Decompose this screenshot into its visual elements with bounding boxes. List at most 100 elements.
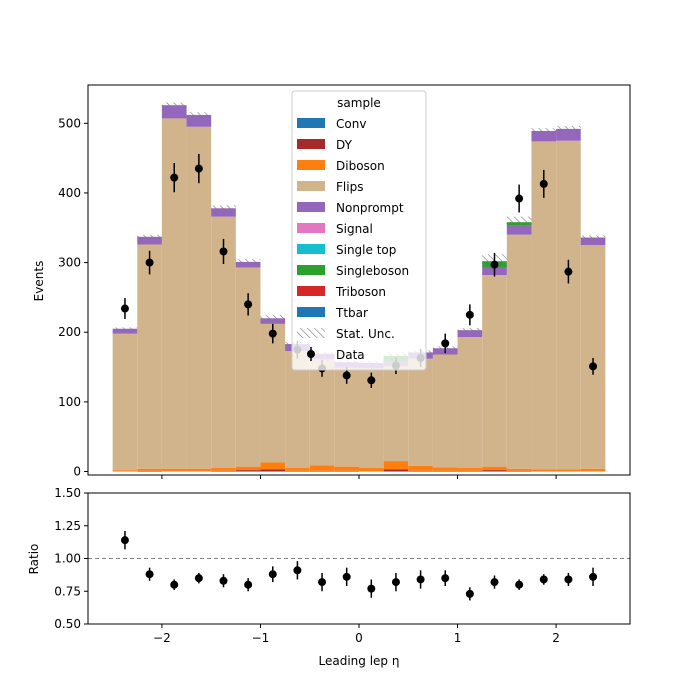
bar-diboson <box>137 468 162 471</box>
ratio-point <box>367 584 376 593</box>
ratio-plot-background <box>88 493 630 624</box>
bar-diboson <box>334 466 359 471</box>
legend-label: Stat. Unc. <box>336 327 395 341</box>
ratio-y-tick-label: 0.50 <box>54 617 81 631</box>
bar-nonprompt <box>211 208 236 217</box>
ratio-point <box>465 589 474 598</box>
stat-unc-band <box>211 205 236 212</box>
y-tick-label: 400 <box>58 186 81 200</box>
legend-entries: Conv DY Diboson Flips Nonprompt Signal Single … <box>297 117 409 362</box>
bar-flips <box>309 359 335 466</box>
data-point <box>145 258 154 267</box>
legend-swatch-dy <box>297 139 325 149</box>
bar-diboson <box>186 468 212 472</box>
legend-label: Flips <box>336 180 363 194</box>
ratio-y-tick-label: 1.00 <box>54 552 81 566</box>
bar-diboson <box>161 468 187 472</box>
stat-unc-band <box>235 259 261 265</box>
legend-swatch-singleboson <box>297 265 325 275</box>
ratio-point <box>170 580 179 589</box>
bar-diboson <box>432 467 458 471</box>
ratio-points <box>120 530 598 601</box>
stat-unc-band <box>260 314 286 322</box>
ratio-point <box>219 576 228 585</box>
stat-unc-band <box>137 234 162 239</box>
bar-diboson <box>408 465 433 471</box>
legend-label: Signal <box>336 222 373 236</box>
bar-diboson <box>260 462 286 470</box>
x-tick-label: −2 <box>153 631 171 645</box>
bar-flips <box>580 245 606 469</box>
legend-swatch-diboson <box>297 160 325 170</box>
ratio-point <box>120 536 129 545</box>
bar-diboson <box>285 468 310 471</box>
bar-dy <box>235 470 261 472</box>
bar-flips <box>334 367 359 467</box>
ratio-point <box>589 572 598 581</box>
legend-title: sample <box>337 96 381 110</box>
data-point <box>539 179 548 188</box>
y-tick-label: 500 <box>58 116 81 130</box>
bar-diboson <box>506 468 532 471</box>
legend-label: Conv <box>336 117 366 131</box>
data-point <box>367 376 376 385</box>
legend-swatch-signal <box>297 223 325 233</box>
bar-dy <box>432 470 458 472</box>
ratio-point <box>318 578 327 587</box>
ratio-y-tick-label: 1.50 <box>54 486 81 500</box>
data-point <box>244 300 253 309</box>
bar-nonprompt <box>112 328 138 334</box>
bar-nonprompt <box>556 128 581 141</box>
legend-label: DY <box>336 138 353 152</box>
ratio-point <box>194 574 203 583</box>
stat-unc-band <box>186 112 212 118</box>
bar-diboson <box>457 468 483 471</box>
ratio-x-axis-ticks: −2 −1 0 1 2 <box>153 624 560 645</box>
bar-flips <box>482 275 507 467</box>
bar-flips <box>137 244 162 469</box>
ratio-point <box>145 570 154 579</box>
legend-swatch-nonprompt <box>297 202 325 212</box>
ratio-y-axis-label: Ratio <box>27 544 41 575</box>
bar-nonprompt <box>186 114 212 127</box>
bar-dy <box>260 469 286 472</box>
legend-label: Data <box>336 348 365 362</box>
data-point <box>515 194 524 203</box>
ratio-y-axis-ticks: 0.50 0.75 1.00 1.25 1.50 <box>54 486 88 631</box>
bar-diboson <box>580 468 606 472</box>
legend-swatch-stat-unc <box>297 328 325 338</box>
bar-dy <box>383 469 409 472</box>
x-tick-label: 2 <box>552 631 560 645</box>
bar-nonprompt <box>580 237 606 246</box>
legend-swatch-triboson <box>297 286 325 296</box>
data-point <box>342 371 351 380</box>
stack-bars <box>112 105 606 472</box>
stat-unc-band <box>580 235 606 240</box>
main-y-axis-label: Events <box>32 261 46 302</box>
bar-dy <box>408 470 433 472</box>
bar-nonprompt <box>161 105 187 119</box>
y-tick-label: 100 <box>58 395 81 409</box>
bar-dy <box>506 470 532 472</box>
legend-box <box>291 90 427 371</box>
legend-label: Diboson <box>336 159 385 173</box>
x-tick-label: −1 <box>252 631 270 645</box>
bar-dy <box>482 470 507 472</box>
stat-unc-band <box>112 327 138 331</box>
bar-diboson <box>383 461 409 470</box>
data-point <box>589 362 598 371</box>
stat-unc-band <box>531 128 557 134</box>
data-point <box>564 267 573 276</box>
legend-swatch-conv <box>297 118 325 128</box>
bar-flips <box>260 323 286 463</box>
ratio-point <box>564 575 573 584</box>
bar-diboson <box>531 469 557 472</box>
ratio-point <box>268 570 277 579</box>
bar-dy <box>457 470 483 472</box>
legend-data-marker <box>307 350 315 358</box>
legend-swatch-flips <box>297 181 325 191</box>
ratio-point <box>342 572 351 581</box>
y-tick-label: 300 <box>58 256 81 270</box>
y-tick-label: 200 <box>58 325 81 339</box>
